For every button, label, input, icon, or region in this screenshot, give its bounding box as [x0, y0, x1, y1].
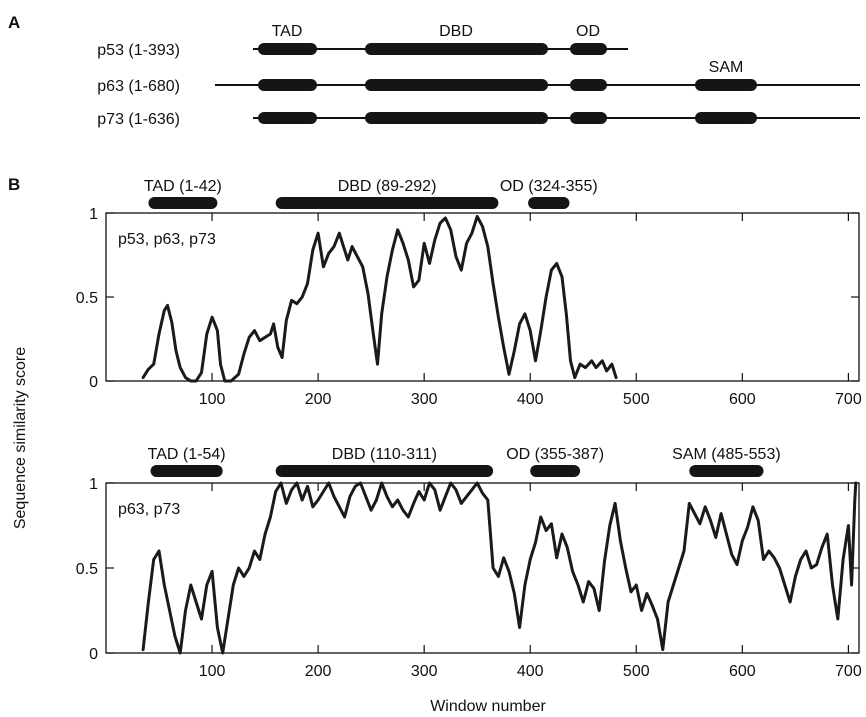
- panel-series-label: p63, p73: [118, 501, 180, 518]
- domain-bar-dbd-89-292: [276, 197, 499, 209]
- domain-label-sam: SAM: [709, 59, 744, 76]
- domain-bar-label: TAD (1-54): [148, 446, 226, 463]
- x-tick-label: 200: [305, 391, 332, 408]
- x-tick-label: 100: [199, 663, 226, 680]
- domain-od: [570, 79, 607, 91]
- x-tick-label: 600: [729, 391, 756, 408]
- domain-map: p53 (1-393) p63 (1-680) p73 (1-636) TAD DBD O…: [97, 23, 860, 128]
- domain-bar-label: DBD (110-311): [332, 446, 437, 463]
- domain-bar-tad-1-42: [148, 197, 217, 209]
- panel-a-label: A: [8, 13, 20, 32]
- domain-dbd: [365, 79, 548, 91]
- domain-bar-tad-1-54: [151, 465, 223, 477]
- x-tick-label: 300: [411, 663, 438, 680]
- protein-label: p53 (1-393): [97, 42, 180, 59]
- x-tick-label: 100: [199, 391, 226, 408]
- plot-frame: [106, 483, 859, 653]
- domain-label-dbd: DBD: [439, 23, 473, 40]
- y-tick-label: 0: [89, 646, 98, 663]
- domain-bar-label: TAD (1-42): [144, 178, 222, 195]
- domain-label-od: OD: [576, 23, 600, 40]
- domain-bar-od-355-387: [530, 465, 580, 477]
- x-tick-label: 700: [835, 663, 862, 680]
- x-tick-label: 600: [729, 663, 756, 680]
- y-tick-label: 0: [89, 374, 98, 391]
- panel-b-label: B: [8, 175, 20, 194]
- domain-bar-label: SAM (485-553): [672, 446, 781, 463]
- domain-od: [570, 43, 607, 55]
- protein-row-p53-1-393: p53 (1-393): [97, 42, 628, 59]
- y-tick-label: 1: [89, 476, 98, 493]
- domain-tad: [258, 112, 317, 124]
- protein-row-p63-1-680: p63 (1-680): [97, 78, 860, 95]
- y-tick-label: 1: [89, 206, 98, 223]
- domain-tad: [258, 79, 317, 91]
- y-tick-label: 0.5: [76, 290, 98, 307]
- y-tick-label: 0.5: [76, 561, 98, 578]
- protein-label: p63 (1-680): [97, 78, 180, 95]
- x-tick-label: 200: [305, 663, 332, 680]
- domain-bar-label: DBD (89-292): [338, 178, 437, 195]
- x-tick-label: 500: [623, 391, 650, 408]
- x-tick-label: 700: [835, 391, 862, 408]
- x-tick-label: 500: [623, 663, 650, 680]
- panel-series-label: p53, p63, p73: [118, 231, 216, 248]
- domain-od: [570, 112, 607, 124]
- domain-sam: [695, 112, 757, 124]
- domain-bar-label: OD (324-355): [500, 178, 598, 195]
- domain-dbd: [365, 112, 548, 124]
- domain-bar-dbd-110-311: [276, 465, 493, 477]
- domain-label-tad: TAD: [272, 23, 303, 40]
- domain-tad: [258, 43, 317, 55]
- y-axis-label: Sequence similarity score: [12, 347, 29, 529]
- domain-bar-label: OD (355-387): [506, 446, 604, 463]
- plot-bottom: 100 200 300 400 500 600 700 0 0.5 1 TAD (1-54) DBD …: [76, 446, 862, 680]
- domain-bar-od-324-355: [528, 197, 569, 209]
- similarity-series-line: [143, 483, 856, 653]
- x-axis-label: Window number: [430, 698, 546, 715]
- x-tick-label: 300: [411, 391, 438, 408]
- protein-row-p73-1-636: p73 (1-636): [97, 111, 860, 128]
- domain-dbd: [365, 43, 548, 55]
- x-tick-label: 400: [517, 391, 544, 408]
- x-tick-label: 400: [517, 663, 544, 680]
- protein-label: p73 (1-636): [97, 111, 180, 128]
- plot-top: 100 200 300 400 500 600 700 0 0.5 1 TAD (1-42) DBD …: [76, 178, 862, 408]
- domain-sam: [695, 79, 757, 91]
- domain-bar-sam-485-553: [689, 465, 763, 477]
